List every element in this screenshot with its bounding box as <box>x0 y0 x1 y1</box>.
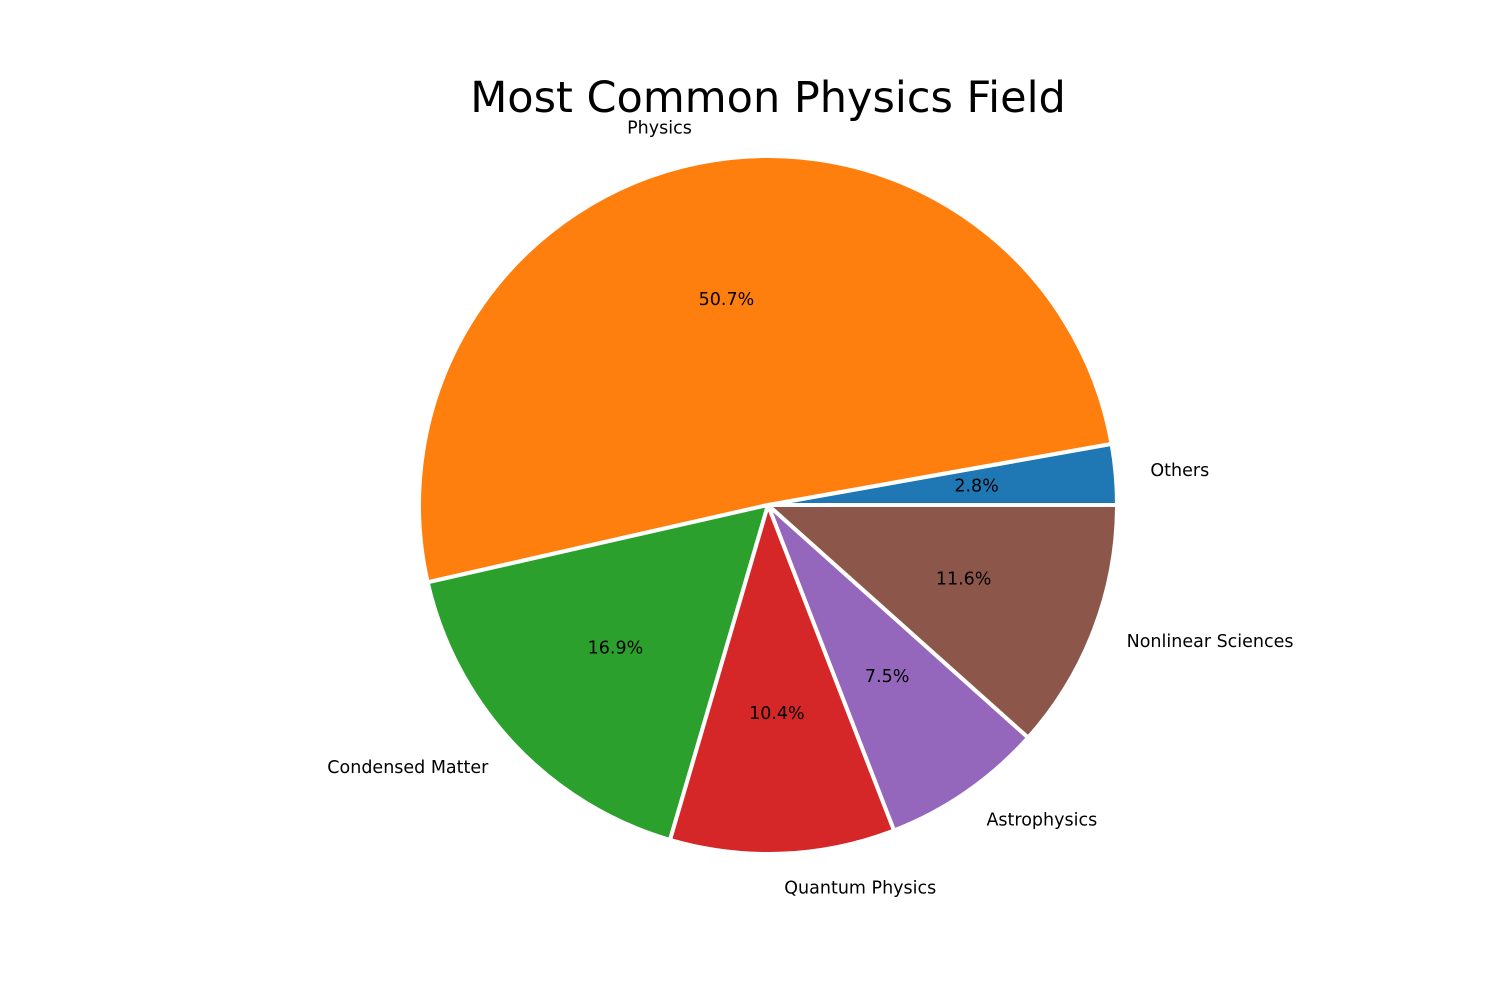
pie-slice-condensed-matter <box>425 503 770 842</box>
slice-percent-nonlinear-sciences: 11.6% <box>936 570 992 590</box>
slice-percent-others: 2.8% <box>954 477 998 497</box>
pie-slice-physics <box>416 154 1114 585</box>
slice-label-nonlinear-sciences: Nonlinear Sciences <box>1127 632 1294 652</box>
slice-label-astrophysics: Astrophysics <box>986 811 1097 831</box>
slice-label-quantum-physics: Quantum Physics <box>784 879 936 899</box>
slice-percent-condensed-matter: 16.9% <box>588 638 644 658</box>
pie-slices <box>416 154 1119 856</box>
pie-slice-nonlinear-sciences <box>766 503 1119 740</box>
slice-label-others: Others <box>1150 461 1209 481</box>
pie-slice-quantum-physics <box>668 503 897 856</box>
chart-title: Most Common Physics Field <box>470 73 1066 123</box>
slice-percent-astrophysics: 7.5% <box>865 667 909 687</box>
slice-percent-quantum-physics: 10.4% <box>749 704 805 724</box>
pie-labels: Others 2.8% Physics 50.7% Condensed Matter 16… <box>327 119 1293 899</box>
slice-label-condensed-matter: Condensed Matter <box>327 758 489 778</box>
slice-label-physics: Physics <box>627 119 692 139</box>
slice-percent-physics: 50.7% <box>699 290 755 310</box>
pie-slice-astrophysics <box>766 503 1031 833</box>
